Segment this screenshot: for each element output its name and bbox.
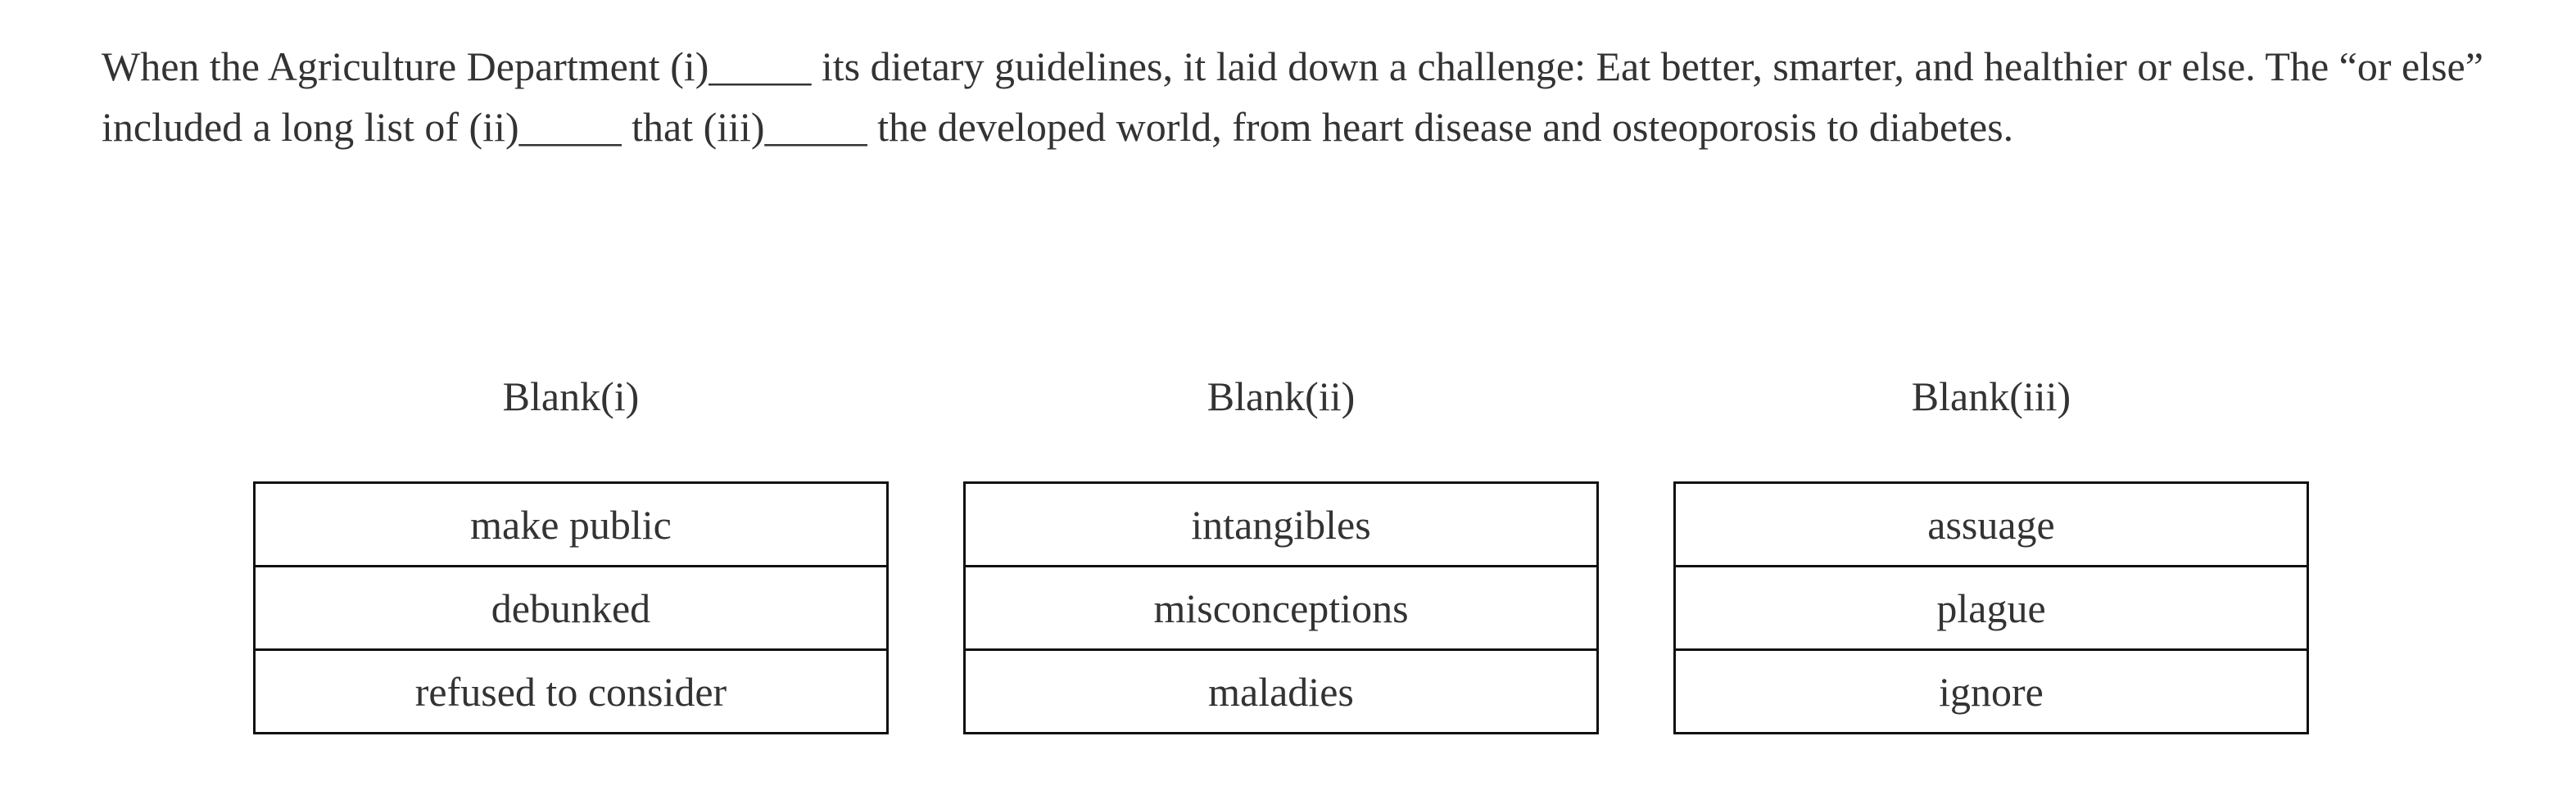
blank-ii-options: intangibles misconceptions maladies — [963, 481, 1599, 734]
blank-i-label: Blank(i) — [502, 373, 640, 419]
blank-iii-options: assuage plague ignore — [1673, 481, 2309, 734]
blank-iii-column: Blank(iii) assuage plague ignore — [1673, 367, 2309, 734]
option-make-public[interactable]: make public — [256, 484, 886, 567]
blank-ii-column: Blank(ii) intangibles misconceptions mal… — [963, 367, 1599, 734]
blank-i-column: Blank(i) make public debunked refused to… — [253, 367, 889, 734]
option-misconceptions[interactable]: misconceptions — [966, 567, 1596, 651]
option-assuage[interactable]: assuage — [1676, 484, 2307, 567]
blank-i-options: make public debunked refused to consider — [253, 481, 889, 734]
blank-ii-label: Blank(ii) — [1207, 373, 1356, 419]
option-maladies[interactable]: maladies — [1208, 669, 1354, 715]
option-ignore[interactable]: ignore — [1939, 669, 2044, 715]
option-debunked[interactable]: debunked — [256, 567, 886, 651]
question-passage: When the Agriculture Department (i)_____… — [102, 43, 2483, 150]
option-refused-to-consider[interactable]: refused to consider — [414, 669, 727, 715]
option-intangibles[interactable]: intangibles — [966, 484, 1596, 567]
option-plague[interactable]: plague — [1676, 567, 2307, 651]
blank-iii-label: Blank(iii) — [1911, 373, 2071, 419]
